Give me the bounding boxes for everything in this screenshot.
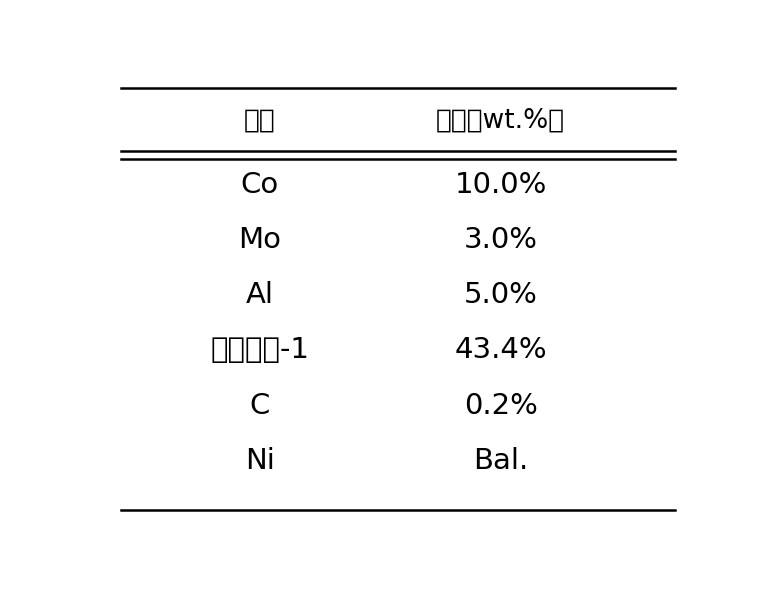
- Text: Co: Co: [241, 170, 279, 199]
- Text: 5.0%: 5.0%: [464, 281, 538, 309]
- Text: C: C: [249, 392, 270, 420]
- Text: 10.0%: 10.0%: [455, 170, 547, 199]
- Text: 中间合金-1: 中间合金-1: [211, 336, 309, 364]
- Text: 3.0%: 3.0%: [464, 226, 538, 254]
- Text: 43.4%: 43.4%: [455, 336, 547, 364]
- Text: Al: Al: [246, 281, 274, 309]
- Text: 含量（wt.%）: 含量（wt.%）: [436, 107, 565, 133]
- Text: 元素: 元素: [244, 107, 276, 133]
- Text: Bal.: Bal.: [473, 447, 528, 475]
- Text: Mo: Mo: [239, 226, 281, 254]
- Text: 0.2%: 0.2%: [464, 392, 538, 420]
- Text: Ni: Ni: [245, 447, 274, 475]
